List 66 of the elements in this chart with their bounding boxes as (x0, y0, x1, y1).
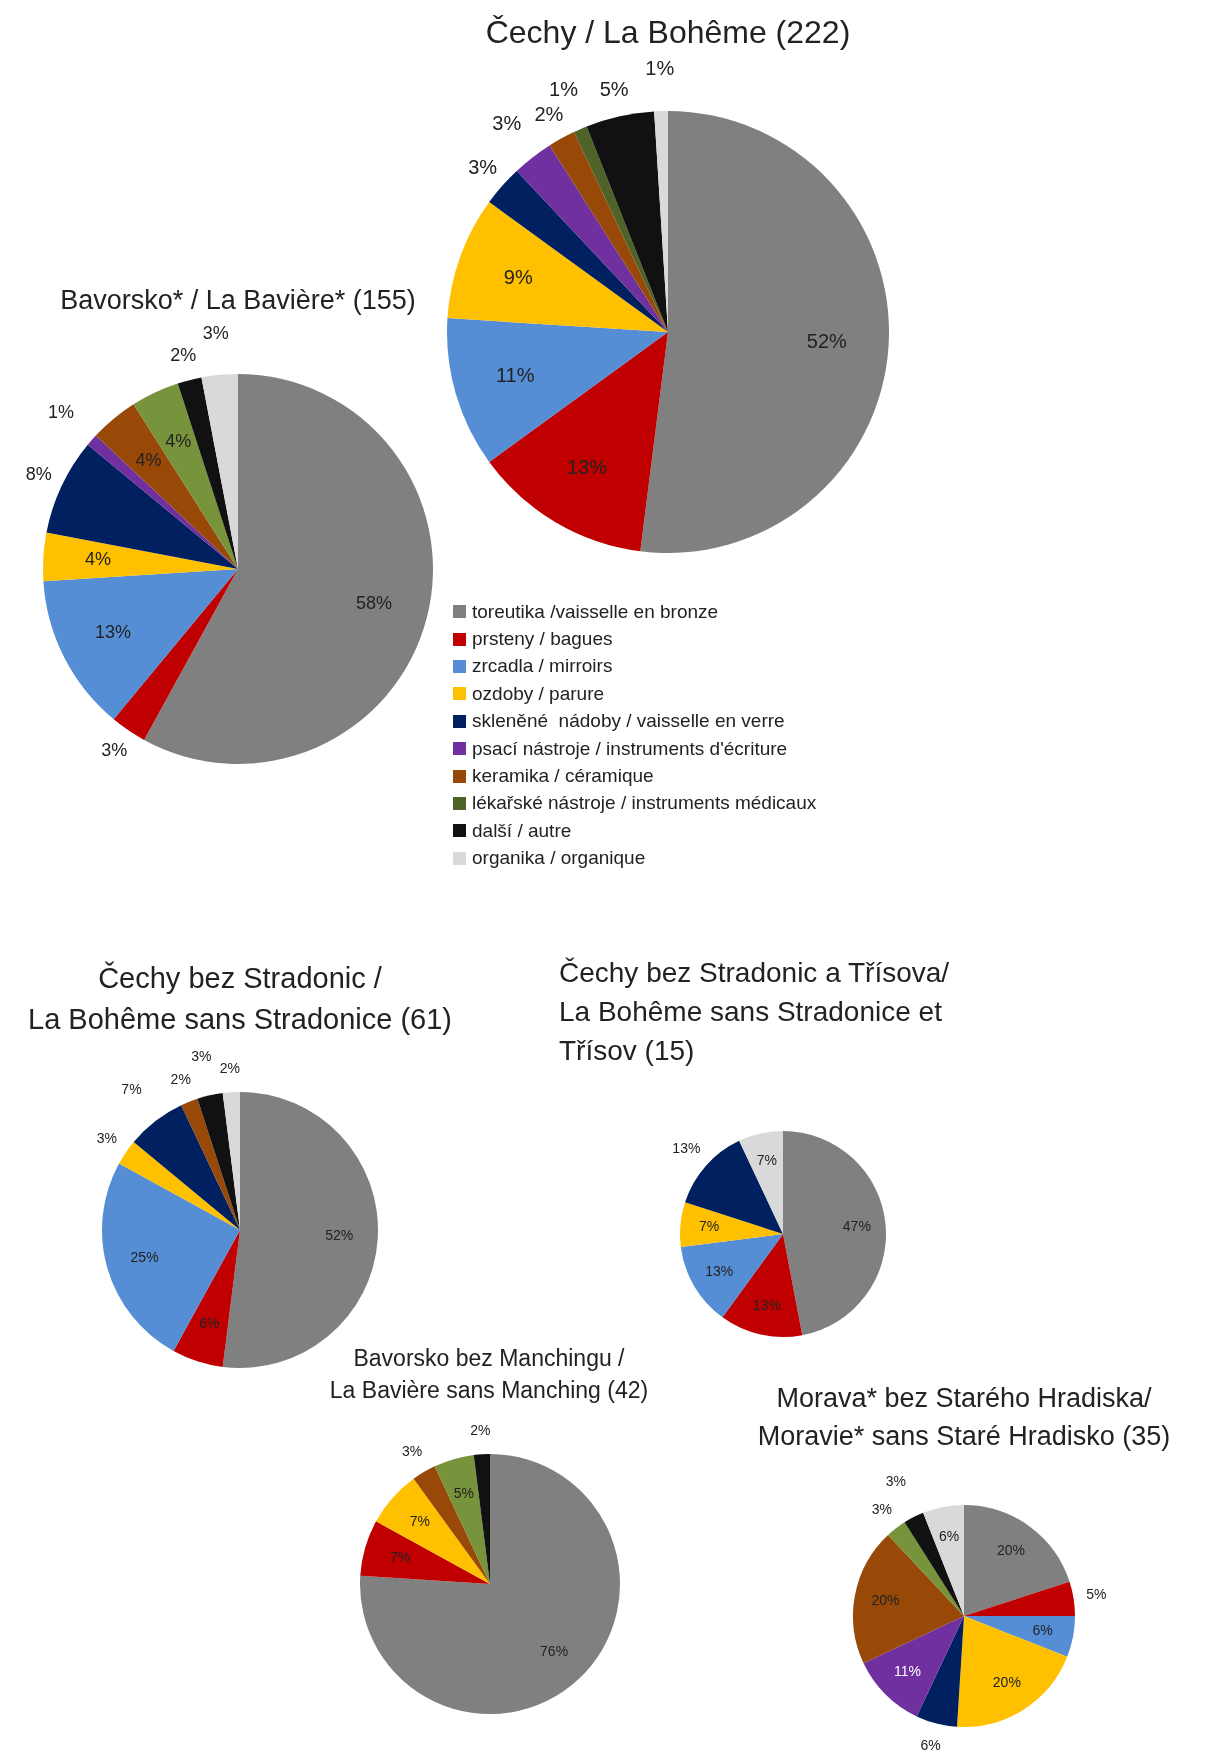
data-label: 20% (992, 1674, 1021, 1691)
data-label: 6% (199, 1315, 220, 1332)
data-label: 6% (920, 1736, 941, 1753)
data-label: 76% (540, 1643, 569, 1660)
data-label: 11% (894, 1663, 921, 1680)
chart-title: Morava* bez Starého Hradiska/ Moravie* sans Staré Hradisko (35) (756, 1381, 1172, 1453)
legend-label: organika / organique (472, 847, 646, 870)
data-label: 1% (645, 56, 675, 79)
data-label: 3% (871, 1500, 892, 1517)
data-label: 1% (549, 78, 579, 101)
data-label: 6% (938, 1528, 960, 1545)
legend-label: prsteny / bagues (472, 628, 613, 651)
data-label: 58% (355, 592, 392, 613)
data-label: 13% (566, 456, 608, 479)
chart-title: Bavorsko bez Manchingu / La Bavière sans Manching (42) (328, 1343, 650, 1405)
legend-label: keramika / céramique (472, 765, 654, 788)
data-label: 5% (599, 78, 629, 101)
data-label: 2% (170, 1071, 191, 1088)
data-label: 7% (756, 1152, 777, 1169)
legend-label: další / autre (472, 819, 572, 842)
data-label: 2% (219, 1060, 240, 1077)
data-label: 7% (390, 1548, 411, 1565)
data-label: 3% (101, 740, 128, 761)
data-label: 7% (409, 1512, 430, 1529)
data-label: 3% (96, 1130, 117, 1147)
data-label: 1% (47, 401, 74, 422)
legend-label: zrcadla / mirroirs (472, 655, 613, 678)
data-label: 52% (325, 1227, 354, 1244)
chart-title: Čechy bez Stradonic a Třísova/ La Bohême sans Stradonice et Třísov (15) (559, 956, 951, 1069)
data-label: 8% (25, 464, 52, 485)
chart-title: Čechy / La Bohême (222) (484, 13, 852, 52)
data-label: 7% (699, 1217, 720, 1234)
data-label: 13% (705, 1262, 734, 1279)
data-label: 7% (121, 1080, 142, 1097)
data-label: 20% (871, 1591, 900, 1608)
data-label: 25% (130, 1248, 159, 1265)
data-label: 3% (468, 156, 498, 179)
chart-title: Bavorsko* / La Bavière* (155) (59, 283, 417, 317)
data-label: 52% (806, 329, 848, 352)
data-label: 4% (135, 449, 162, 470)
legend-label: toreutika /vaisselle en bronze (472, 600, 719, 623)
data-label: 4% (165, 430, 192, 451)
legend-label: psací nástroje / instruments d'écriture (472, 737, 788, 760)
data-label: 9% (503, 265, 533, 288)
chart-title: Čechy bez Stradonic / La Bohême sans Stradonice (61) (27, 960, 453, 1037)
data-label: 5% (1086, 1585, 1107, 1602)
data-label: 3% (885, 1473, 906, 1490)
data-label: 20% (996, 1542, 1025, 1559)
data-label: 6% (1032, 1621, 1053, 1638)
data-label: 5% (453, 1484, 474, 1501)
data-label: 3% (191, 1048, 212, 1065)
data-label: 3% (492, 111, 522, 134)
legend-label: skleněné nádoby / vaisselle en verre (472, 710, 785, 733)
data-label: 3% (401, 1443, 423, 1460)
data-label: 13% (672, 1139, 701, 1156)
data-label: 47% (842, 1217, 871, 1234)
data-label: 13% (752, 1297, 781, 1314)
data-label: 3% (202, 322, 229, 343)
data-label: 13% (94, 621, 131, 642)
data-label: 2% (534, 102, 564, 125)
legend-label: ozdoby / parure (472, 682, 605, 705)
legend-label: lékařské nástroje / instruments médicaux (472, 792, 817, 815)
data-label: 2% (170, 344, 197, 365)
data-label: 11% (495, 363, 535, 386)
data-label: 2% (470, 1422, 491, 1439)
data-label: 4% (84, 549, 111, 570)
